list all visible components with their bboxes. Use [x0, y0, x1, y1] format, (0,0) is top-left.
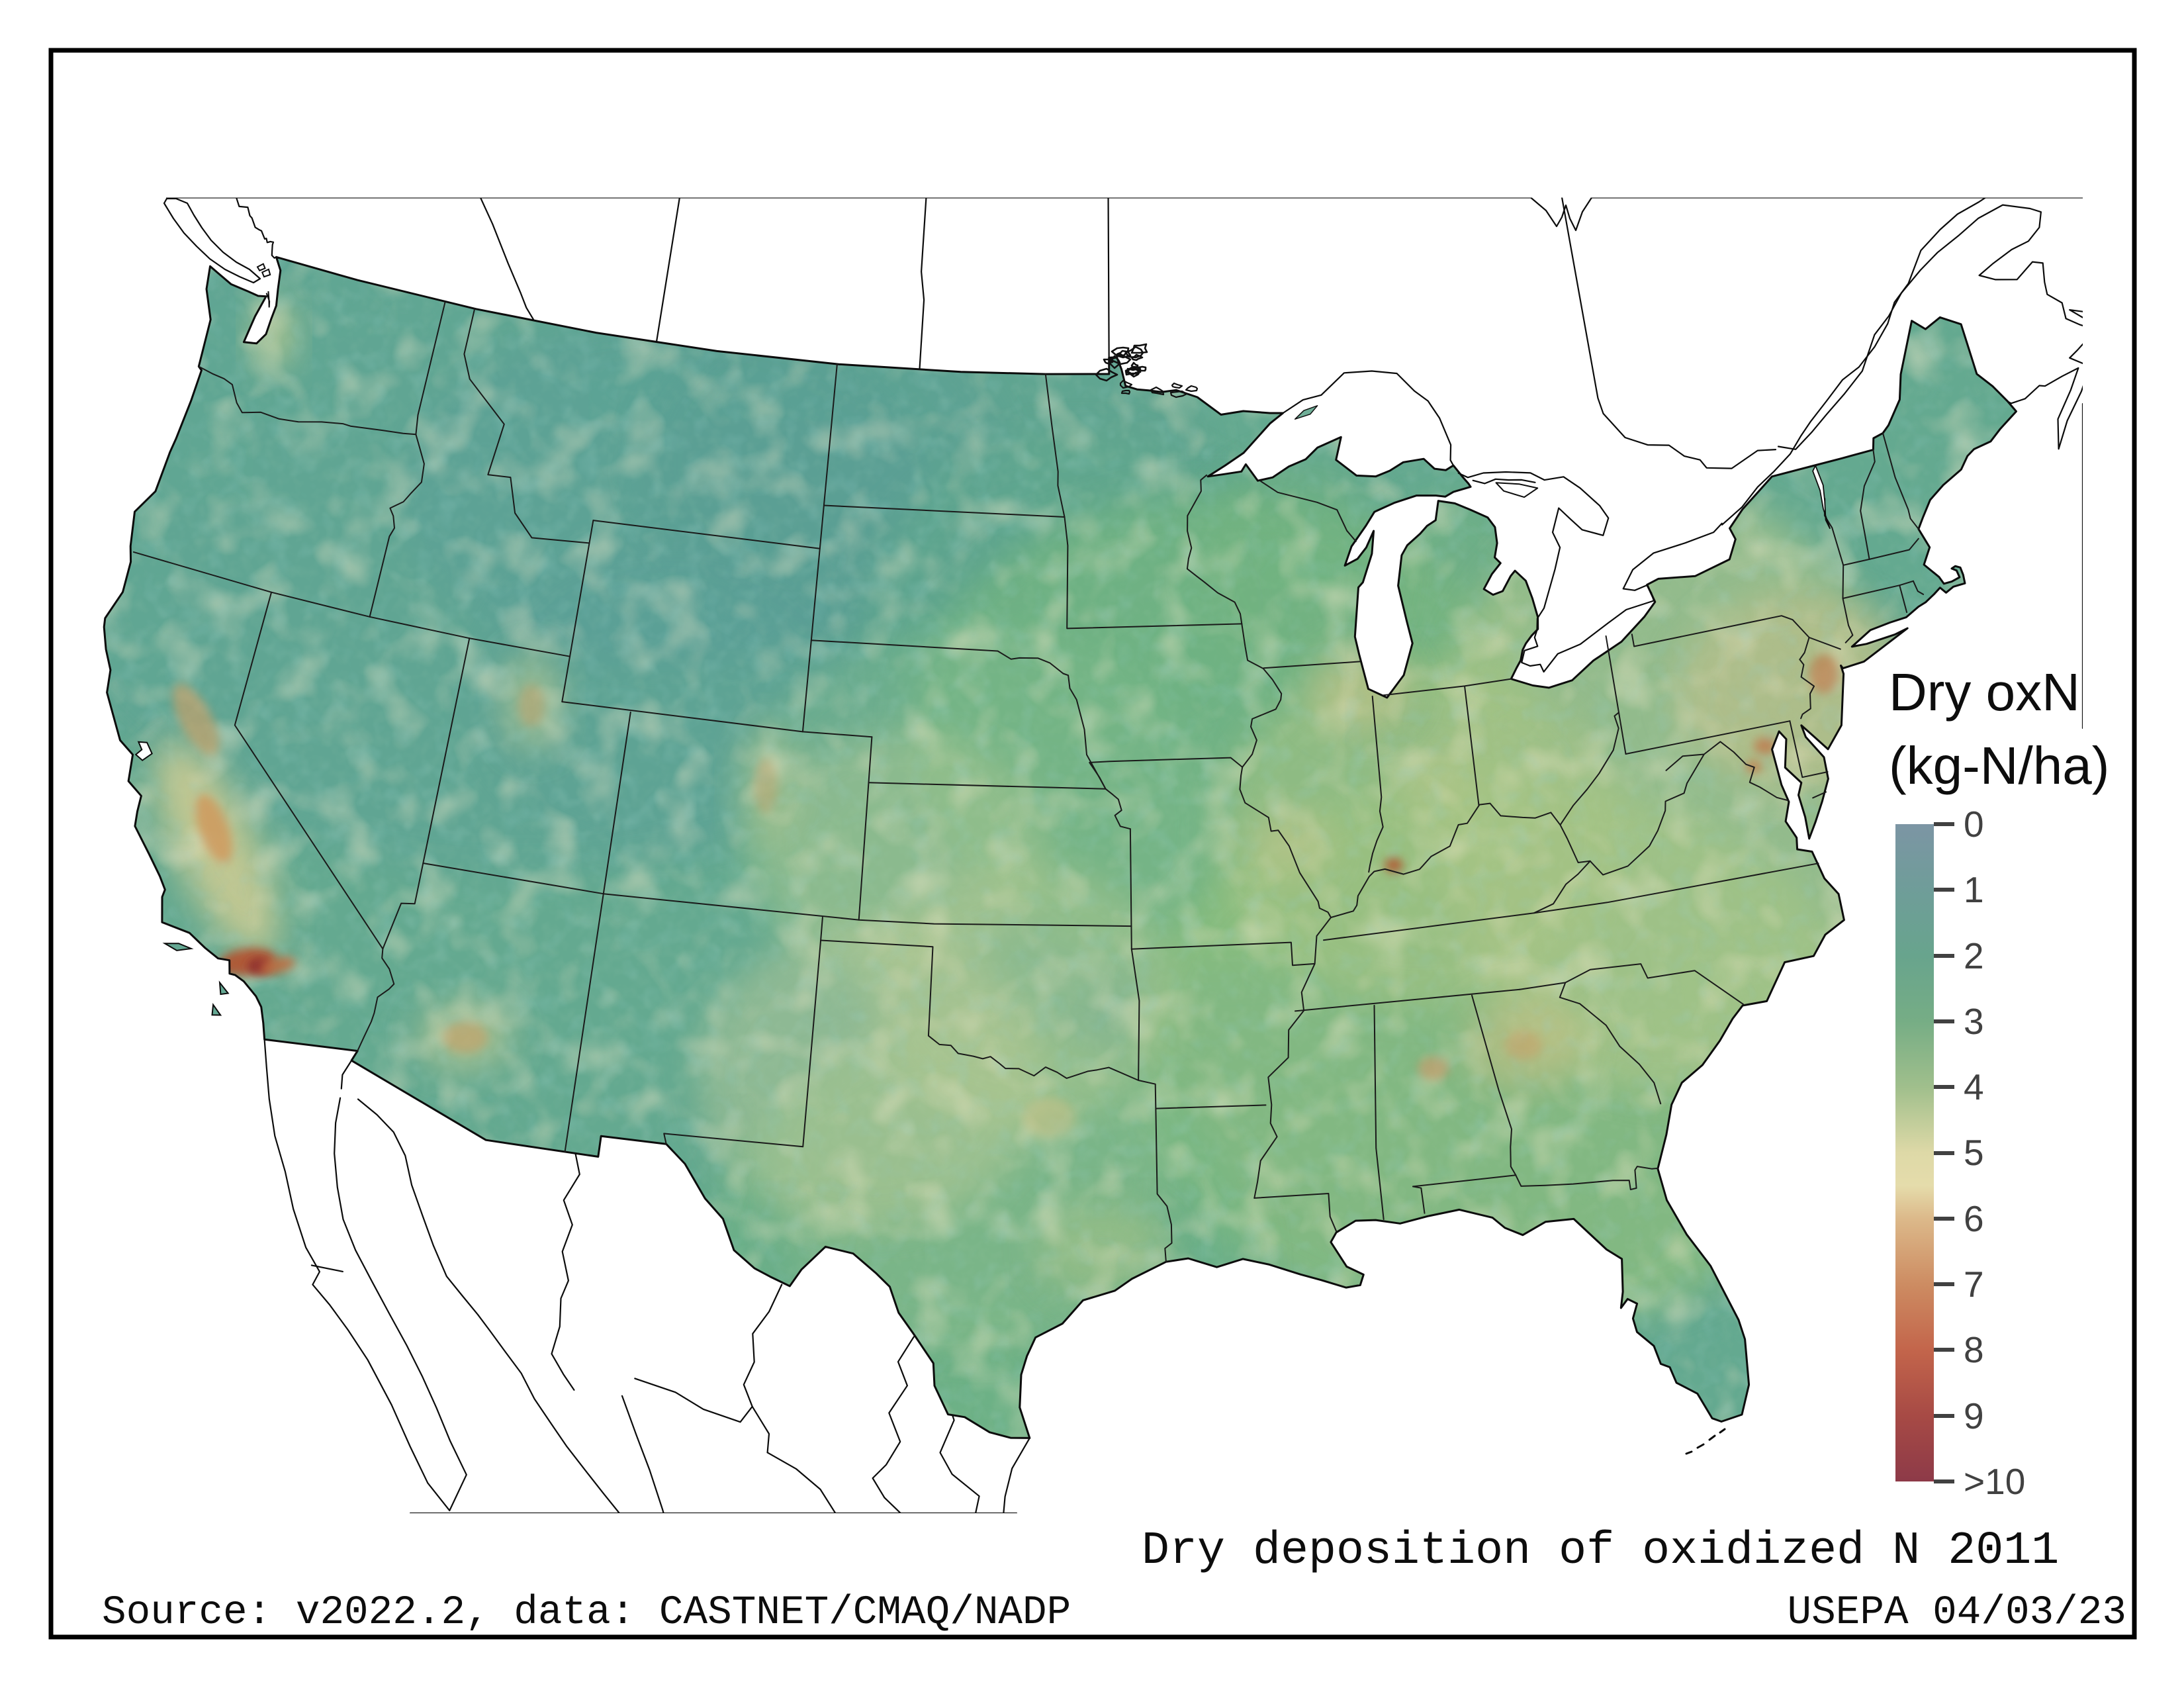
- svg-text:Source: v2022.2, data: CASTNET: Source: v2022.2, data: CASTNET/CMAQ/NADP: [102, 1590, 1071, 1636]
- svg-text:5: 5: [1964, 1132, 1984, 1173]
- svg-text:3: 3: [1964, 1001, 1984, 1042]
- svg-text:1: 1: [1964, 869, 1984, 910]
- svg-text:Dry deposition of oxidized N 2: Dry deposition of oxidized N 2011: [1142, 1525, 2059, 1577]
- svg-text:8: 8: [1964, 1329, 1984, 1370]
- svg-text:4: 4: [1964, 1066, 1984, 1107]
- svg-text:>10: >10: [1964, 1461, 2025, 1502]
- svg-text:(kg-N/ha): (kg-N/ha): [1889, 736, 2109, 795]
- svg-text:6: 6: [1964, 1198, 1984, 1239]
- svg-text:9: 9: [1964, 1395, 1984, 1436]
- svg-text:0: 0: [1964, 804, 1984, 845]
- svg-text:Dry oxN: Dry oxN: [1889, 663, 2080, 722]
- svg-text:7: 7: [1964, 1264, 1984, 1305]
- svg-text:USEPA 04/03/23: USEPA 04/03/23: [1788, 1590, 2126, 1636]
- svg-text:2: 2: [1964, 935, 1984, 976]
